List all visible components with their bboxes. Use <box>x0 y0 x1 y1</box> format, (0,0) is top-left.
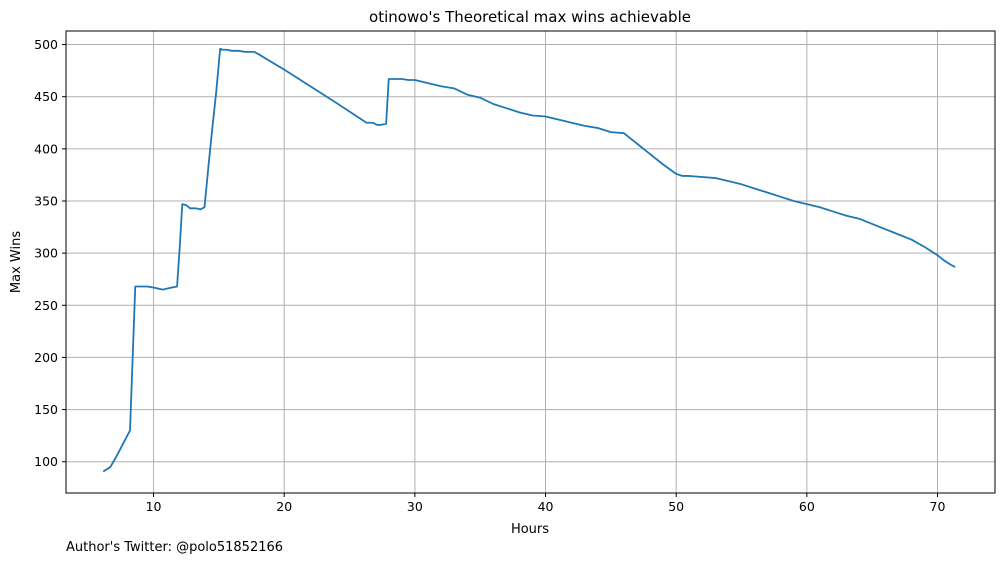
y-tick-label: 100 <box>34 454 58 469</box>
author-footnote: Author's Twitter: @polo51852166 <box>66 540 283 555</box>
x-tick-label: 70 <box>930 499 946 514</box>
y-tick-label: 350 <box>34 193 58 208</box>
x-tick-label: 40 <box>538 499 554 514</box>
grid <box>66 31 995 493</box>
series-layer <box>102 47 956 473</box>
y-axis-title: Max Wins <box>9 231 24 293</box>
plot-frame <box>65 30 996 494</box>
y-tick-label: 300 <box>34 246 58 261</box>
y-tick-label: 400 <box>34 141 58 156</box>
y-tick-label: 500 <box>34 37 58 52</box>
x-tick-label: 30 <box>407 499 423 514</box>
chart-title: otinowo's Theoretical max wins achievabl… <box>369 8 691 26</box>
x-tick-label: 60 <box>799 499 815 514</box>
x-tick-label: 50 <box>668 499 684 514</box>
y-tick-label: 150 <box>34 402 58 417</box>
x-tick-label: 10 <box>146 499 162 514</box>
y-tick-label: 200 <box>34 350 58 365</box>
series-line <box>102 47 956 473</box>
y-tick-label: 250 <box>34 298 58 313</box>
y-tick-label: 450 <box>34 89 58 104</box>
x-axis-title: Hours <box>511 522 549 537</box>
x-tick-label: 20 <box>276 499 292 514</box>
ticks: 10 20 30 40 50 60 70 100 150 200 250 300 350 400 450 50… <box>34 37 945 514</box>
